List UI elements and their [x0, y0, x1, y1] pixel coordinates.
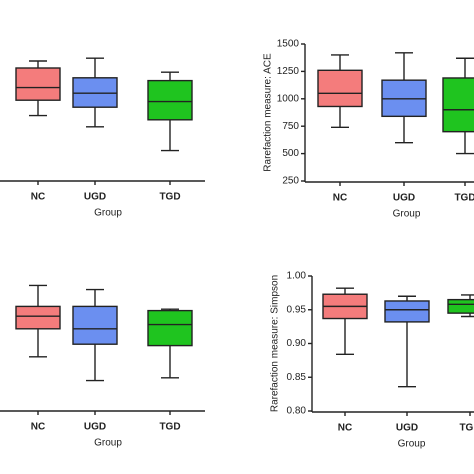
box: [442, 77, 474, 133]
x-tick-label: TGD: [454, 193, 474, 204]
y-axis-label: Rarefaction measure: Simpson: [270, 275, 281, 412]
x-tick-label: UGD: [396, 423, 418, 434]
box: [15, 305, 61, 330]
x-tick-label: UGD: [84, 422, 106, 433]
x-tick-label: TGD: [459, 423, 474, 434]
x-tick-label: NC: [31, 422, 45, 433]
x-tick-label: TGD: [159, 192, 180, 203]
box: [447, 298, 474, 314]
box: [147, 79, 193, 121]
x-tick-label: UGD: [84, 192, 106, 203]
y-tick-label: 0.90: [287, 338, 307, 349]
x-axis-label: Group: [398, 439, 426, 450]
y-tick-label: 0.85: [287, 372, 307, 383]
box: [384, 300, 430, 323]
y-tick-label: 0.80: [287, 406, 307, 417]
y-tick-label: 1500: [277, 39, 300, 50]
y-tick-label: 750: [282, 121, 299, 132]
x-tick-label: NC: [333, 193, 347, 204]
y-tick-label: 500: [282, 148, 299, 159]
y-tick-label: 1250: [277, 66, 300, 77]
y-tick-label: 1.00: [287, 271, 307, 282]
y-tick-label: 1000: [277, 93, 300, 104]
x-tick-label: NC: [31, 192, 45, 203]
x-tick-label: TGD: [159, 422, 180, 433]
y-axis-label: Rarefaction measure: ACE: [263, 53, 274, 172]
x-axis-label: Group: [94, 208, 122, 219]
y-tick-label: 250: [282, 176, 299, 187]
box: [72, 305, 118, 345]
x-axis-label: Group: [393, 209, 421, 220]
box: [317, 69, 363, 108]
box: [147, 309, 193, 347]
x-tick-label: NC: [338, 423, 352, 434]
x-axis-label: Group: [94, 438, 122, 449]
y-tick-label: 0.95: [287, 304, 307, 315]
x-tick-label: UGD: [393, 193, 415, 204]
box: [15, 67, 61, 101]
